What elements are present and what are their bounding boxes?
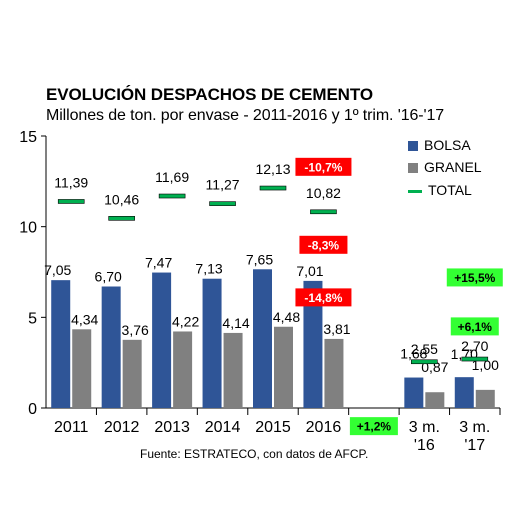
bar-granel-8 — [475, 389, 495, 408]
bar-bolsa-4 — [253, 269, 272, 408]
data-label-granel-0: 4,34 — [71, 311, 98, 327]
annotation-label-2: -14,8% — [304, 291, 342, 305]
data-label-bolsa-0: 7,05 — [44, 262, 71, 278]
legend-swatch-total — [408, 189, 422, 193]
data-label-granel-3: 4,14 — [222, 315, 249, 331]
annotation-label-3: +1,2% — [357, 420, 392, 434]
bar-bolsa-1 — [101, 286, 121, 408]
legend-item-granel: GRANEL — [408, 159, 482, 175]
x-tick-label-7-1: '16 — [414, 437, 435, 454]
chart-title: EVOLUCIÓN DESPACHOS DE CEMENTO — [46, 85, 373, 104]
bar-granel-0 — [72, 329, 92, 408]
source-note: Fuente: ESTRATECO, con datos de AFCP. — [140, 447, 369, 461]
annotation-badge-0 — [295, 157, 352, 176]
data-label-bolsa-4: 7,65 — [246, 251, 273, 267]
annotation-label-4: +15,5% — [454, 271, 495, 285]
data-label-granel-4: 4,48 — [273, 309, 300, 325]
bar-granel-4 — [274, 326, 293, 408]
data-label-total-7: 2,55 — [411, 341, 438, 357]
marker-total-2 — [158, 193, 186, 199]
data-label-bolsa-5: 7,01 — [296, 263, 323, 279]
x-tick-label-7-0: 3 m. — [409, 419, 440, 436]
data-label-total-1: 10,46 — [104, 191, 139, 207]
marker-total-0 — [57, 199, 85, 204]
data-label-bolsa-1: 6,70 — [95, 269, 122, 285]
marker-total-3 — [209, 201, 236, 206]
annotation-badge-4 — [446, 268, 503, 287]
data-label-total-4: 12,13 — [255, 161, 290, 177]
data-label-total-8: 2,70 — [461, 338, 488, 354]
bar-bolsa-3 — [202, 278, 222, 408]
marker-total-8 — [461, 356, 489, 362]
annotation-badge-5 — [450, 317, 499, 336]
legend-item-bolsa: BOLSA — [408, 137, 471, 153]
x-tick-label-0: 2011 — [54, 419, 89, 436]
x-tick-label-2: 2013 — [154, 419, 190, 436]
annotation-label-5: +6,1% — [458, 320, 493, 334]
annotation-badge-2 — [295, 288, 352, 307]
data-label-total-2: 11,69 — [155, 169, 189, 185]
x-tick-label-8-0: 3 m. — [459, 419, 490, 436]
annotation-badge-1 — [299, 235, 348, 254]
bar-granel-7 — [425, 392, 445, 408]
bar-granel-5 — [324, 338, 344, 408]
y-tick-label-2: 10 — [19, 220, 37, 237]
x-tick-label-1: 2012 — [104, 419, 140, 436]
bar-granel-2 — [173, 331, 193, 408]
marker-total-1 — [108, 216, 135, 221]
chart-subtitle: Millones de ton. por envase - 2011-2016 … — [46, 107, 445, 124]
legend-item-total: TOTAL — [408, 182, 472, 198]
bar-granel-3 — [223, 332, 243, 408]
x-tick-label-5: 2016 — [306, 419, 342, 436]
annotation-badge-3 — [349, 417, 398, 436]
marker-total-7 — [411, 359, 438, 365]
data-label-granel-2: 4,22 — [172, 313, 199, 329]
legend-swatch-granel — [408, 163, 418, 174]
y-tick-label-0: 0 — [28, 401, 37, 418]
y-tick-label-3: 15 — [19, 129, 37, 146]
data-label-total-3: 11,27 — [206, 177, 240, 193]
data-label-bolsa-3: 7,13 — [195, 261, 222, 277]
bar-bolsa-2 — [152, 272, 172, 408]
legend-label-bolsa: BOLSA — [424, 137, 471, 153]
x-tick-label-8-1: '17 — [464, 437, 485, 454]
bar-bolsa-5 — [303, 280, 323, 408]
bar-bolsa-7 — [404, 377, 424, 408]
bar-bolsa-0 — [51, 280, 71, 408]
legend-label-total: TOTAL — [428, 182, 472, 198]
annotation-label-0: -10,7% — [304, 160, 342, 174]
bar-bolsa-8 — [454, 377, 474, 408]
marker-total-5 — [310, 209, 337, 215]
legend-swatch-bolsa — [408, 141, 418, 152]
annotation-label-1: -8,3% — [308, 238, 340, 252]
data-label-total-5: 10,82 — [306, 185, 341, 201]
data-label-total-0: 11,39 — [54, 174, 88, 190]
data-label-bolsa-7: 1,68 — [400, 346, 427, 362]
y-tick-label-1: 5 — [28, 310, 37, 327]
marker-total-4 — [259, 185, 287, 191]
x-tick-label-4: 2015 — [255, 419, 291, 436]
data-label-granel-1: 3,76 — [122, 322, 149, 338]
data-label-bolsa-2: 7,47 — [145, 255, 172, 271]
data-label-granel-5: 3,81 — [323, 321, 350, 337]
x-tick-label-3: 2014 — [205, 419, 241, 436]
legend-label-granel: GRANEL — [424, 159, 482, 175]
bar-granel-1 — [122, 339, 142, 408]
